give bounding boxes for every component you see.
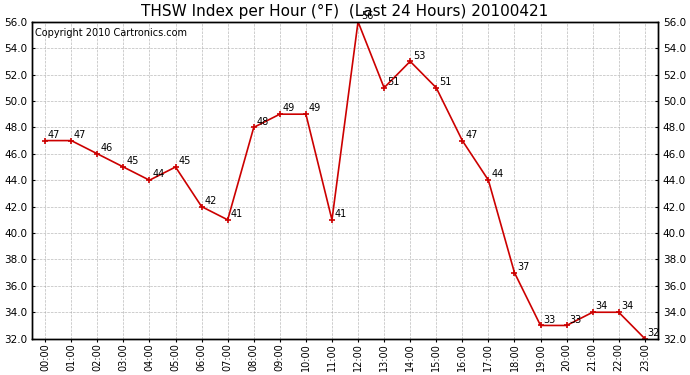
Text: 32: 32 xyxy=(648,328,660,338)
Text: 49: 49 xyxy=(308,104,321,113)
Text: 49: 49 xyxy=(283,104,295,113)
Text: 51: 51 xyxy=(439,77,451,87)
Text: 37: 37 xyxy=(518,262,530,272)
Text: 41: 41 xyxy=(230,209,243,219)
Text: 41: 41 xyxy=(335,209,347,219)
Text: 48: 48 xyxy=(257,117,269,127)
Text: 34: 34 xyxy=(595,302,608,312)
Text: 44: 44 xyxy=(152,170,164,179)
Text: 51: 51 xyxy=(387,77,400,87)
Text: 45: 45 xyxy=(126,156,139,166)
Text: 33: 33 xyxy=(543,315,555,325)
Text: 46: 46 xyxy=(100,143,112,153)
Text: 34: 34 xyxy=(622,302,634,312)
Text: Copyright 2010 Cartronics.com: Copyright 2010 Cartronics.com xyxy=(35,28,187,38)
Text: 53: 53 xyxy=(413,51,425,61)
Title: THSW Index per Hour (°F)  (Last 24 Hours) 20100421: THSW Index per Hour (°F) (Last 24 Hours)… xyxy=(141,4,549,19)
Text: 45: 45 xyxy=(178,156,190,166)
Text: 42: 42 xyxy=(204,196,217,206)
Text: 47: 47 xyxy=(74,130,86,140)
Text: 44: 44 xyxy=(491,170,504,179)
Text: 56: 56 xyxy=(361,11,373,21)
Text: 33: 33 xyxy=(569,315,582,325)
Text: 47: 47 xyxy=(48,130,60,140)
Text: 47: 47 xyxy=(465,130,477,140)
